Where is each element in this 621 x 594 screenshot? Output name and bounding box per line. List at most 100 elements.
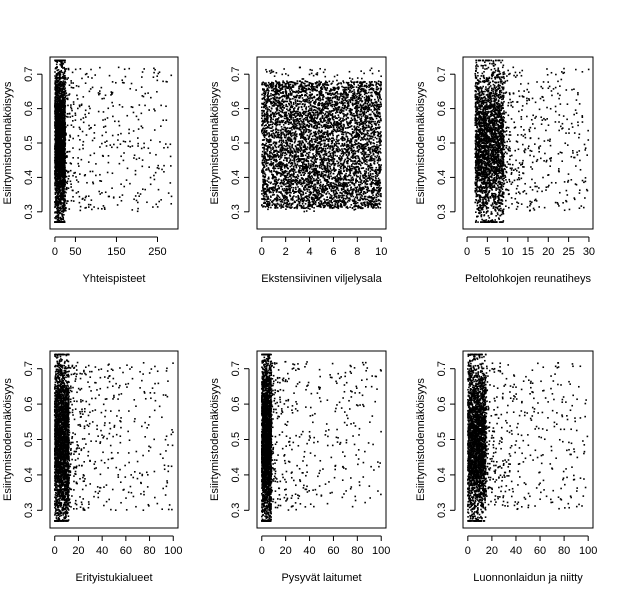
data-point — [308, 195, 310, 197]
data-point — [133, 198, 135, 201]
data-point — [60, 130, 63, 133]
data-point — [120, 199, 123, 202]
data-point — [143, 146, 145, 149]
data-point — [100, 86, 103, 89]
data-point — [265, 82, 267, 85]
data-point — [61, 179, 63, 182]
data-point — [377, 195, 379, 198]
data-point — [91, 77, 93, 79]
data-point — [55, 98, 58, 101]
data-point — [61, 119, 64, 121]
data-point — [372, 173, 374, 175]
data-point — [64, 129, 66, 132]
data-point — [61, 63, 63, 65]
plot-frame — [49, 56, 179, 230]
data-point — [140, 112, 143, 115]
data-point — [64, 76, 67, 79]
data-point — [56, 116, 59, 119]
data-point — [277, 129, 279, 131]
data-point — [63, 94, 66, 96]
data-point — [57, 76, 59, 79]
data-point — [134, 169, 137, 172]
data-point — [56, 131, 59, 134]
data-point — [56, 129, 59, 132]
data-point — [80, 158, 83, 161]
data-point — [60, 111, 62, 113]
data-point — [57, 88, 59, 90]
data-point — [57, 216, 60, 219]
data-point — [56, 160, 59, 162]
data-point — [90, 199, 93, 201]
data-point — [67, 177, 70, 180]
data-point — [153, 108, 155, 110]
data-point — [64, 95, 67, 98]
data-point — [130, 106, 133, 108]
data-point — [61, 172, 64, 174]
data-point — [263, 205, 265, 207]
data-point — [54, 87, 57, 89]
data-point — [54, 123, 56, 126]
data-point — [63, 201, 66, 203]
data-point — [59, 84, 61, 87]
data-point — [154, 68, 156, 71]
data-point — [64, 102, 66, 105]
data-point — [64, 139, 67, 141]
data-point — [54, 165, 56, 167]
data-point — [59, 137, 61, 140]
data-point — [82, 147, 84, 150]
data-point — [262, 122, 265, 124]
data-point — [153, 174, 155, 177]
data-point — [265, 161, 268, 163]
data-point — [88, 124, 90, 127]
data-point — [135, 115, 138, 118]
data-point — [61, 183, 64, 186]
data-point — [58, 120, 60, 123]
data-point — [55, 221, 57, 223]
data-point — [137, 142, 139, 145]
data-point — [74, 119, 77, 121]
data-point — [60, 183, 62, 186]
data-point — [61, 141, 63, 143]
data-point — [60, 220, 62, 222]
data-point — [136, 192, 139, 194]
data-point — [296, 80, 299, 82]
data-point — [56, 220, 59, 223]
data-point — [114, 81, 117, 84]
data-point — [57, 114, 59, 117]
data-point — [54, 157, 57, 159]
data-point — [54, 98, 57, 100]
data-point — [59, 146, 62, 148]
data-point — [56, 186, 58, 189]
data-point — [63, 131, 66, 134]
data-point — [378, 155, 381, 158]
data-point — [56, 214, 59, 217]
data-point — [57, 78, 59, 80]
data-point — [55, 82, 57, 85]
data-point — [56, 113, 58, 115]
data-point — [121, 79, 124, 81]
data-point — [55, 197, 57, 199]
data-point — [87, 206, 90, 208]
data-point — [55, 63, 58, 66]
data-point — [62, 100, 65, 103]
data-point — [63, 130, 65, 133]
data-point — [361, 202, 363, 204]
data-point — [112, 197, 115, 199]
data-point — [111, 134, 114, 137]
data-point — [64, 180, 66, 183]
data-point — [343, 115, 345, 118]
data-point — [64, 100, 66, 103]
data-point — [54, 101, 56, 103]
data-point — [54, 167, 57, 169]
data-point — [64, 173, 67, 175]
data-point — [57, 165, 60, 168]
data-point — [129, 146, 132, 148]
data-point — [336, 160, 338, 163]
data-point — [62, 198, 65, 201]
data-point — [69, 116, 72, 118]
data-point — [54, 183, 56, 185]
data-point — [155, 153, 157, 156]
data-point — [54, 93, 57, 96]
data-point — [120, 132, 122, 135]
data-point — [293, 192, 295, 195]
